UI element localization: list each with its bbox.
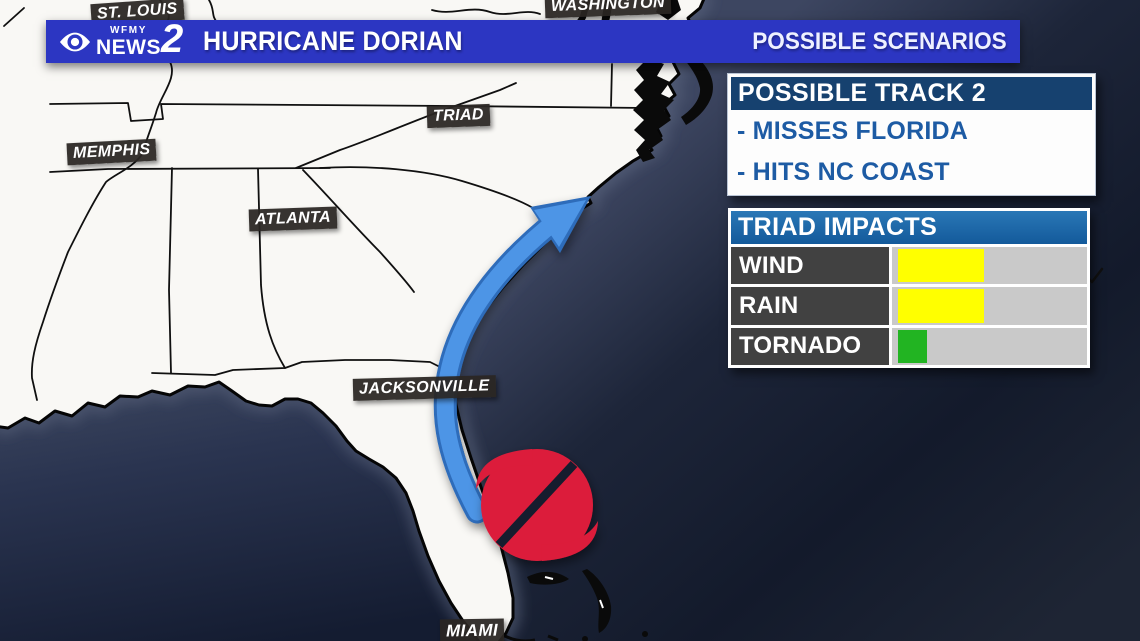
station-name: NEWS (96, 35, 161, 59)
map-label-triad: TRIAD (426, 103, 491, 129)
map-label-miami: MIAMI (439, 618, 505, 641)
state-borders (3, 0, 1104, 514)
station-wordmark: WFMY NEWS (96, 24, 161, 59)
impact-meter-bar-tornado (898, 329, 928, 363)
station-channel-number: 2 (161, 16, 184, 61)
track-bullet-misses-florida: - MISSES FLORIDA (737, 117, 968, 145)
track-bullet-hits-nc-coast: - HITS NC COAST (737, 158, 950, 186)
map-label-jacksonville: JACKSONVILLE (352, 375, 497, 401)
banner-right-label: POSSIBLE SCENARIOS (752, 27, 1007, 55)
hurricane-icon (476, 449, 598, 561)
impact-row-tornado: TORNADO (731, 327, 1087, 365)
impact-label-tornado: TORNADO (731, 327, 889, 365)
impact-meter-bar-wind (898, 249, 984, 283)
impact-row-wind: WIND (731, 247, 1087, 285)
map-label-atlanta: ATLANTA (248, 206, 338, 232)
impact-meter-track-rain (892, 287, 1087, 325)
impact-label-rain: RAIN (731, 287, 889, 325)
impact-meter-track-tornado (892, 327, 1087, 365)
triad-impacts-panel: TRIAD IMPACTS WIND RAIN TORNADO (728, 208, 1090, 368)
impact-meter-track-wind (892, 247, 1087, 285)
banner-title: HURRICANE DORIAN (203, 26, 463, 56)
possible-track-panel: POSSIBLE TRACK 2 - MISSES FLORIDA - HITS… (727, 73, 1096, 196)
impact-meter-bar-rain (898, 289, 984, 323)
impact-label-wind: WIND (731, 247, 889, 285)
station-call-letters: WFMY (110, 24, 147, 36)
cbs-eye-icon (59, 32, 91, 51)
wfmy-news2-logo: WFMY NEWS 2 (59, 17, 183, 62)
top-banner: WFMY NEWS 2 HURRICANE DORIAN POSSIBLE SC… (46, 17, 1020, 63)
map-label-memphis: MEMPHIS (66, 138, 157, 166)
impact-row-rain: RAIN (731, 287, 1087, 325)
impacts-panel-header: TRIAD IMPACTS (731, 211, 1087, 244)
track-panel-header: POSSIBLE TRACK 2 (731, 77, 1092, 110)
